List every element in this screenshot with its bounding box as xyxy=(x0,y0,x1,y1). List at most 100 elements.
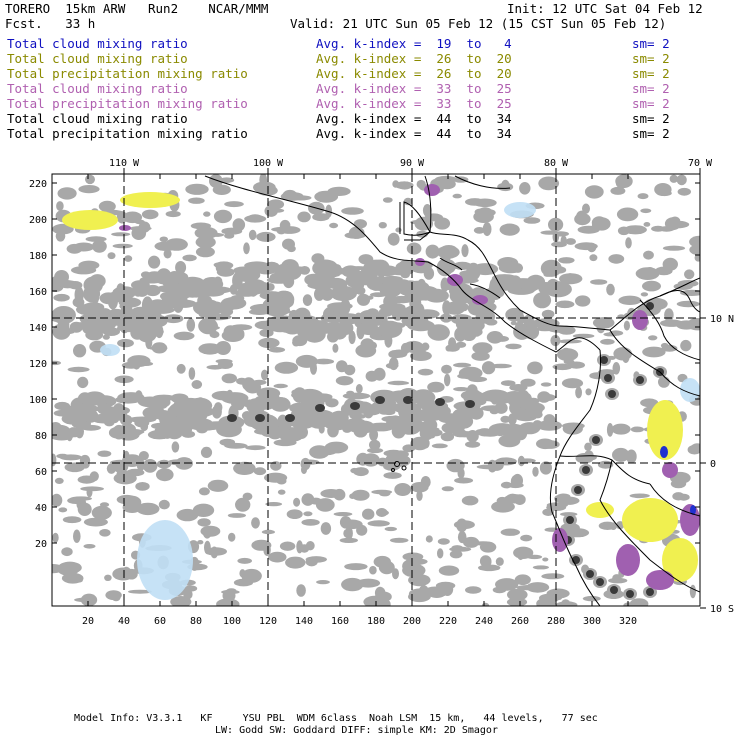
itcz-cloud-cell xyxy=(53,409,71,417)
cloud-cell xyxy=(383,472,402,479)
cloud-cell xyxy=(425,535,433,543)
cloud-cell xyxy=(200,446,213,458)
cloud-cell xyxy=(151,342,168,354)
cloud-cell xyxy=(492,586,507,594)
cloud-cell xyxy=(268,551,287,563)
cloud-band-cell xyxy=(112,286,137,299)
cloud-cell xyxy=(185,183,209,195)
cloud-band-cell xyxy=(167,271,182,285)
cloud-cell xyxy=(368,341,377,350)
cloud-cell xyxy=(577,225,600,234)
cloud-cell xyxy=(194,226,218,240)
cloud-cell xyxy=(465,441,481,448)
cloud-cell xyxy=(509,384,528,392)
cloud-cell xyxy=(382,599,391,606)
cloud-cell xyxy=(640,208,652,214)
cloud-cell xyxy=(301,493,315,506)
cloud-cell xyxy=(373,367,386,381)
cloud-cell xyxy=(441,486,454,492)
cloud-cell xyxy=(86,487,93,498)
cloud-cell xyxy=(616,207,639,222)
cloud-cell xyxy=(313,358,335,365)
itcz-cloud-cell xyxy=(180,416,191,427)
cloud-cell xyxy=(99,502,110,508)
cloud-band-cell xyxy=(378,307,394,317)
cloud-cell xyxy=(676,174,687,186)
cloud-cell xyxy=(224,232,235,239)
cloud-cell xyxy=(625,237,632,249)
cloud-band-cell xyxy=(175,261,187,274)
cloud-cell xyxy=(536,597,556,606)
convective-core xyxy=(465,400,475,408)
legend-kindex-label: Avg. k-index = 26 to 20 xyxy=(316,51,512,66)
cloud-cell xyxy=(228,532,236,542)
cloud-cell xyxy=(425,244,440,259)
cloud-cell xyxy=(612,362,621,375)
cloud-cell xyxy=(500,415,511,423)
cloud-cell xyxy=(561,347,571,357)
itcz-cloud-cell xyxy=(353,426,368,438)
cloud-cell xyxy=(78,185,100,194)
cloud-band-cell xyxy=(427,324,450,341)
cloud-region-blue xyxy=(690,505,696,515)
y-tick-label: 120 xyxy=(29,359,47,370)
cloud-cell xyxy=(676,300,700,308)
cloud-band-cell xyxy=(361,320,378,330)
cloud-cell xyxy=(159,236,168,242)
cloud-cell xyxy=(441,364,452,374)
cloud-cell xyxy=(344,364,356,376)
precip-region-yellow xyxy=(647,400,683,460)
cloud-cell xyxy=(420,476,431,489)
cloud-cell xyxy=(305,541,315,551)
y-tick-label: 180 xyxy=(29,251,47,262)
cloud-cell xyxy=(542,557,549,562)
legend-field-label: Total cloud mixing ratio xyxy=(7,111,188,126)
cloud-band-cell xyxy=(337,321,354,335)
cloud-cell xyxy=(669,174,678,183)
cloud-cell xyxy=(689,584,697,599)
cloud-cell xyxy=(616,521,625,530)
cloud-cell xyxy=(219,438,236,446)
cloud-band-cell xyxy=(144,284,161,297)
cloud-cell xyxy=(80,593,98,606)
cloud-cell xyxy=(378,222,387,229)
cloud-cell xyxy=(565,238,576,245)
precip-region-purple xyxy=(632,310,648,330)
y-tick-label: 200 xyxy=(29,215,47,226)
x-tick-label: 100 xyxy=(223,616,241,627)
cloud-cell xyxy=(550,335,561,347)
legend-field-label: Total precipitation mixing ratio xyxy=(7,96,248,111)
cloud-cell xyxy=(563,359,575,365)
y-tick-label: 20 xyxy=(35,539,47,550)
x-tick-label: 140 xyxy=(295,616,313,627)
cloud-cell xyxy=(136,502,160,516)
cloud-cell xyxy=(89,471,99,482)
cloud-cell xyxy=(277,489,286,495)
cloud-cell xyxy=(362,453,380,467)
legend-kindex-label: Avg. k-index = 19 to 4 xyxy=(316,36,512,51)
cloud-cell xyxy=(320,287,334,301)
cloud-cell xyxy=(541,309,555,319)
cloud-cell xyxy=(575,295,591,307)
precip-region-purple xyxy=(424,184,440,196)
legend-smoothing-label: sm= 2 xyxy=(632,66,670,81)
precip-region-purple xyxy=(680,504,700,536)
cloud-cell xyxy=(584,185,604,199)
cloud-band-cell xyxy=(148,306,175,314)
cloud-cell xyxy=(456,518,468,533)
cloud-cell xyxy=(52,532,59,543)
cloud-cell xyxy=(600,338,615,345)
x-tick-label: 180 xyxy=(367,616,385,627)
cloud-band-cell xyxy=(244,261,270,270)
cloud-cell xyxy=(216,598,240,606)
cloud-cell xyxy=(350,467,359,474)
cloud-cell xyxy=(482,222,492,237)
cloud-cell xyxy=(104,574,112,581)
cloud-cell xyxy=(408,591,431,603)
cloud-band-cell xyxy=(380,319,391,333)
itcz-cloud-cell xyxy=(525,400,538,410)
cloud-cell xyxy=(221,373,237,384)
itcz-cloud-cell xyxy=(83,391,107,406)
cloud-cell xyxy=(382,197,393,203)
cloud-region-lightblue xyxy=(504,202,536,218)
